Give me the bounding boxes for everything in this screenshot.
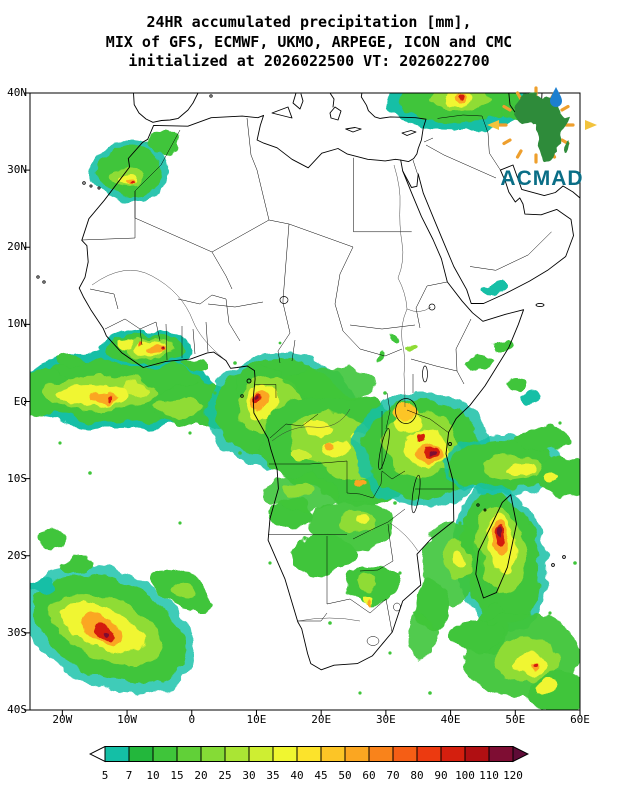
lesotho-border (366, 636, 380, 646)
italy-coastline (292, 93, 304, 110)
colorbar-tick-label: 60 (362, 769, 375, 782)
x-tick-label-60E: 60E (570, 713, 590, 726)
x-tick-label-30E: 30E (375, 713, 396, 726)
colorbar-cell (224, 746, 250, 762)
water-drop-icon (550, 87, 562, 107)
cyprus-coastline (401, 130, 417, 136)
lake-victoria (395, 398, 417, 424)
lake-tana (428, 303, 436, 311)
precipitation-field (30, 93, 580, 710)
axis-ticks (24, 92, 581, 716)
colorbar-tick-label: 120 (503, 769, 523, 782)
sicily-coastline (271, 106, 293, 119)
eswatini-border (393, 602, 401, 612)
colorbar-cell (200, 746, 226, 762)
colorbar-cell (176, 746, 202, 762)
colorbar-cell (128, 746, 154, 762)
colorbar-cell (368, 746, 394, 762)
colorbar-cell (344, 746, 370, 762)
x-tick-label-20E: 20E (311, 713, 332, 726)
acmad-logo: ACMAD (487, 86, 597, 190)
levant-turkey-coastline (360, 93, 427, 163)
arabia-coastline (417, 169, 574, 304)
colorbar-tick-label: 15 (170, 769, 183, 782)
greece-coastline (329, 93, 342, 121)
y-tick-label-10S: 10S (7, 471, 27, 485)
colorbar-tick-label: 50 (338, 769, 351, 782)
colorbar-tick-label: 7 (126, 769, 133, 782)
colorbar-tick-label: 35 (266, 769, 279, 782)
colorbar-cell (296, 746, 322, 762)
crete-coastline (345, 127, 362, 133)
persian-gulf-iran-coastline (499, 164, 580, 199)
nile-river (393, 164, 432, 408)
right-arrow-icon (585, 120, 597, 130)
colorbar-right-arrow (512, 745, 530, 763)
colorbar-cell (320, 746, 346, 762)
country-borders (81, 114, 552, 646)
x-tick-label-20W: 20W (52, 713, 73, 726)
colorbar-tick-label: 110 (479, 769, 499, 782)
colorbar-tick-label: 70 (386, 769, 399, 782)
colorbar-cell (416, 746, 442, 762)
colorbar-tick-label: 90 (434, 769, 447, 782)
colorbar-tick-label: 25 (218, 769, 231, 782)
colorbar-tick-label: 45 (314, 769, 327, 782)
islands (36, 94, 566, 567)
y-tick-label-10N: 10N (7, 317, 27, 331)
precipitation-colorbar: 5 7 10 15 20 25 30 35 40 45 50 60 70 80 90 100 110 120 (88, 745, 530, 788)
lake-chad (279, 296, 289, 304)
colorbar-cell (152, 746, 178, 762)
lake-malawi (411, 474, 421, 514)
colorbar-cell (464, 746, 490, 762)
logo-text: ACMAD (500, 167, 583, 190)
x-tick-label-40E: 40E (440, 713, 461, 726)
niger-river (91, 270, 225, 360)
colorbar-tick-label: 10 (146, 769, 159, 782)
orange-river (297, 617, 361, 622)
y-tick-label-40S: 40S (7, 703, 27, 716)
sinai-coastline (402, 170, 419, 188)
left-arrow-icon (487, 120, 499, 130)
congo-river (271, 408, 351, 442)
figure-title: 24HR accumulated precipitation [mm], MIX… (0, 13, 618, 72)
title-line-1: 24HR accumulated precipitation [mm], (146, 13, 472, 31)
spain-coastline (133, 93, 199, 123)
colorbar-svg: 5 7 10 15 20 25 30 35 40 45 50 60 70 80 90 100 110 120 (88, 745, 530, 782)
colorbar-cell (440, 746, 466, 762)
colorbar-tick-label: 5 (102, 769, 109, 782)
lake-tanganyika (378, 428, 390, 470)
title-line-2: MIX of GFS, ECMWF, UKMO, ARPEGE, ICON an… (105, 32, 513, 51)
colorbar-cell (104, 746, 130, 762)
x-tick-label-50E: 50E (505, 713, 526, 726)
colorbar-cell (248, 746, 274, 762)
precipitation-speckles (58, 341, 577, 695)
y-tick-label-30S: 30S (7, 625, 27, 639)
lakes (279, 296, 436, 514)
colorbar-tick-label: 20 (194, 769, 207, 782)
lake-turkana (422, 365, 428, 383)
colorbar-tick-label: 30 (242, 769, 255, 782)
y-tick-label-20S: 20S (7, 548, 27, 562)
x-tick-label-10E: 10E (246, 713, 267, 726)
colorbar-left-arrow (88, 745, 106, 763)
colorbar-tick-label: 100 (455, 769, 475, 782)
colorbar-cell (392, 746, 418, 762)
y-tick-label-EQ: EQ (13, 394, 27, 408)
coastlines (36, 93, 580, 671)
colorbar-cell (272, 746, 298, 762)
y-tick-label-20N: 20N (7, 240, 27, 254)
colorbar-cell (488, 746, 514, 762)
y-tick-label-30N: 30N (7, 163, 27, 177)
rivers (91, 164, 432, 622)
title-line-3: initialized at 2026022500 VT: 2026022700 (128, 52, 490, 70)
x-tick-label-10W: 10W (117, 713, 137, 726)
x-tick-label-0: 0 (188, 713, 196, 726)
zambezi-river (389, 522, 419, 552)
colorbar-tick-label: 40 (290, 769, 303, 782)
y-tick-label-40N: 40N (7, 86, 27, 99)
africa-precipitation-map (24, 92, 581, 716)
colorbar-tick-label: 80 (410, 769, 423, 782)
